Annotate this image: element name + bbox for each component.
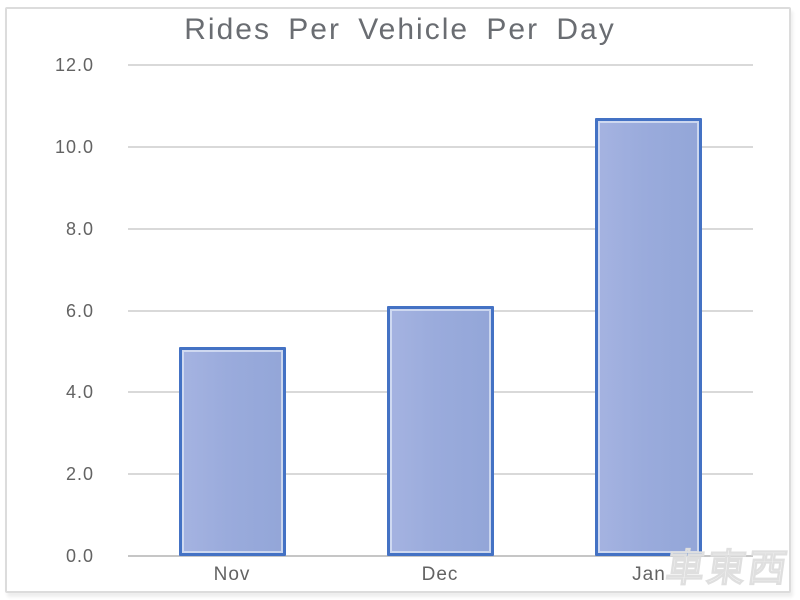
- bar-jan: [595, 118, 702, 556]
- chart-title: Rides Per Vehicle Per Day: [184, 13, 616, 46]
- y-tick-label: 12.0: [54, 55, 94, 75]
- bar-nov: [179, 347, 286, 556]
- x-tick-label-jan: Jan: [632, 564, 666, 585]
- y-tick-label: 8.0: [65, 219, 94, 239]
- gridline: [128, 228, 753, 230]
- watermark: 車東西: [663, 547, 793, 590]
- y-tick-label: 2.0: [65, 464, 94, 484]
- x-tick-label-dec: Dec: [421, 564, 459, 585]
- y-tick-label: 6.0: [65, 301, 94, 321]
- x-tick-label-nov: Nov: [213, 564, 251, 585]
- x-axis-line: [128, 555, 753, 557]
- y-tick-label: 0.0: [65, 546, 94, 566]
- y-tick-label: 10.0: [54, 137, 94, 157]
- gridline: [128, 146, 753, 148]
- gridline: [128, 64, 753, 66]
- y-tick-label: 4.0: [65, 382, 94, 402]
- bar-dec: [387, 306, 494, 556]
